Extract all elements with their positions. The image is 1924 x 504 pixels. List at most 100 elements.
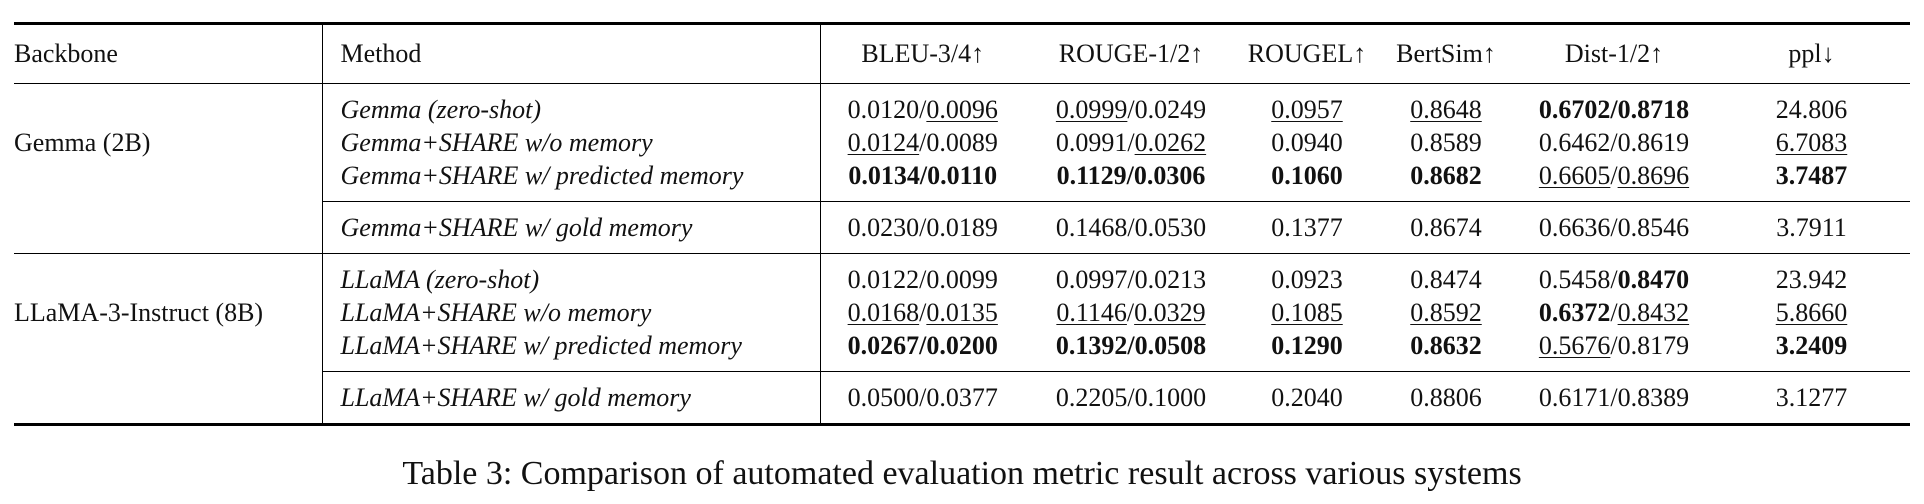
rouge12-cell-a: 0.1129: [1056, 160, 1127, 190]
header-rouge12: ROUGE-1/2↑: [1025, 22, 1237, 84]
dist-cell-b: 0.8389: [1617, 382, 1690, 412]
bleu-cell-a: 0.0124: [847, 127, 920, 157]
ppl-cell-value: 6.7083: [1775, 127, 1848, 157]
rouge12-cell-b: 0.0329: [1134, 297, 1206, 327]
dist-cell: 0.6171/0.8389: [1538, 382, 1690, 412]
ppl-cell-value: 24.806: [1775, 94, 1848, 124]
dist-cell-b: 0.8432: [1617, 297, 1690, 327]
bertsim-cell: 0.8632: [1377, 329, 1515, 362]
rouge12-cell-a: 0.1468: [1055, 212, 1128, 242]
dist-cell-b: 0.8696: [1617, 160, 1690, 190]
header-ppl: ppl↓: [1713, 22, 1910, 84]
table-row: LLaMA+SHARE w/ gold memory 0.0500/0.0377 0…: [14, 381, 1910, 414]
bleu-cell: 0.0230/0.0189: [819, 211, 1025, 244]
header-row: Backbone Method BLEU-3/4↑ ROUGE-1/2↑ ROU…: [14, 22, 1910, 84]
table-row: LLaMA+SHARE w/ predicted memory 0.0267/0.…: [14, 329, 1910, 362]
rougel-cell-value: 0.2040: [1271, 382, 1343, 412]
rouge12-cell: 0.0999/0.0249: [1055, 94, 1207, 124]
rougel-cell-value: 0.1060: [1271, 160, 1343, 190]
rougel-cell: 0.0923: [1237, 263, 1377, 296]
ppl-cell-value: 3.1277: [1775, 382, 1848, 412]
method-cell: LLaMA+SHARE w/ gold memory: [321, 381, 820, 414]
bleu-cell-b: 0.0189: [926, 212, 998, 242]
bertsim-cell-value: 0.8648: [1410, 94, 1482, 124]
bleu-cell: 0.0168/0.0135: [819, 296, 1025, 329]
ppl-cell-value: 3.7487: [1775, 160, 1848, 190]
dist-cell-a: 0.6171: [1538, 382, 1611, 412]
dist-cell: 0.6605/0.8696: [1538, 160, 1690, 190]
rouge12-cell-a: 0.1392: [1055, 330, 1128, 360]
method-cell: Gemma (zero-shot): [321, 93, 820, 126]
bleu-cell-b: 0.0200: [926, 330, 998, 360]
rougel-cell: 0.0957: [1237, 93, 1377, 126]
dist-cell-a: 0.6605: [1538, 160, 1611, 190]
header-dist: Dist-1/2↑: [1515, 22, 1713, 84]
bleu-cell: 0.0267/0.0200: [819, 329, 1025, 362]
ppl-cell: 23.942: [1713, 263, 1910, 296]
bertsim-cell: 0.8592: [1377, 296, 1515, 329]
dist-cell: 0.6372/0.8432: [1538, 297, 1690, 327]
rouge12-cell-a: 0.0997: [1055, 264, 1128, 294]
bertsim-cell: 0.8648: [1377, 93, 1515, 126]
bleu-cell: 0.0500/0.0377: [819, 381, 1025, 414]
header-bertsim: BertSim↑: [1377, 22, 1515, 84]
bertsim-cell: 0.8682: [1377, 159, 1515, 192]
rouge12-cell: 0.2205/0.1000: [1055, 382, 1207, 412]
results-table: Backbone Method BLEU-3/4↑ ROUGE-1/2↑ ROU…: [14, 22, 1910, 426]
rouge12-cell-a: 0.1146: [1056, 297, 1127, 327]
ppl-cell-value: 23.942: [1775, 264, 1848, 294]
bertsim-cell: 0.8806: [1377, 381, 1515, 414]
bertsim-cell-value: 0.8592: [1410, 297, 1482, 327]
rouge12-cell: 0.0991/0.0262: [1055, 127, 1207, 157]
backbone-cell: LLaMA-3-Instruct (8B): [14, 253, 322, 372]
ppl-cell-value: 3.7911: [1776, 212, 1847, 242]
rougel-cell-value: 0.0957: [1271, 94, 1343, 124]
bleu-cell-b: 0.0099: [926, 264, 998, 294]
bleu-cell-b: 0.0096: [926, 94, 998, 124]
dist-cell-b: 0.8179: [1617, 330, 1690, 360]
bleu-cell-a: 0.0267: [847, 330, 920, 360]
ppl-cell-value: 5.8660: [1775, 297, 1848, 327]
dist-cell: 0.5676/0.8179: [1538, 330, 1690, 360]
rougel-cell-value: 0.1377: [1271, 212, 1343, 242]
bleu-cell-b: 0.0110: [927, 160, 998, 190]
table-row: Gemma+SHARE w/ predicted memory 0.0134/0.…: [14, 159, 1910, 192]
rouge12-cell-b: 0.0530: [1134, 212, 1207, 242]
rouge12-cell-a: 0.0999: [1055, 94, 1128, 124]
bertsim-cell-value: 0.8589: [1410, 127, 1482, 157]
table-row: LLaMA (zero-shot) 0.0122/0.0099 0.0997/0.0…: [14, 263, 1910, 296]
method-cell: LLaMA+SHARE w/o memory: [321, 296, 820, 329]
bleu-cell-b: 0.0089: [926, 127, 998, 157]
bleu-cell-a: 0.0134: [848, 160, 920, 190]
ppl-cell-value: 3.2409: [1775, 330, 1848, 360]
header-method: Method: [321, 22, 820, 84]
backbone-cell: [14, 211, 322, 244]
header-backbone: Backbone: [14, 22, 322, 84]
rouge12-cell-b: 0.0262: [1134, 127, 1207, 157]
ppl-cell: 24.806: [1713, 93, 1910, 126]
table-caption: Table 3: Comparison of automated evaluat…: [402, 455, 1522, 492]
bertsim-cell: 0.8589: [1377, 126, 1515, 159]
rougel-cell-value: 0.1290: [1271, 330, 1343, 360]
ppl-cell: 6.7083: [1713, 126, 1910, 159]
bleu-cell-a: 0.0120: [847, 94, 920, 124]
rougel-cell: 0.1377: [1237, 211, 1377, 244]
ppl-cell: 3.2409: [1713, 329, 1910, 362]
rouge12-cell: 0.1146/0.0329: [1056, 297, 1206, 327]
bertsim-cell: 0.8674: [1377, 211, 1515, 244]
dist-cell: 0.6702/0.8718: [1538, 94, 1690, 124]
rougel-cell: 0.1290: [1237, 329, 1377, 362]
table-row: LLaMA+SHARE w/o memory 0.0168/0.0135 0.114…: [14, 296, 1910, 329]
dist-cell-b: 0.8619: [1617, 127, 1690, 157]
header-bleu: BLEU-3/4↑: [819, 22, 1025, 84]
rouge12-cell-b: 0.1000: [1134, 382, 1207, 412]
bertsim-cell-value: 0.8682: [1410, 160, 1482, 190]
bleu-cell-a: 0.0168: [847, 297, 920, 327]
ppl-cell: 3.7911: [1713, 211, 1910, 244]
dist-cell-b: 0.8470: [1617, 264, 1690, 294]
rougel-cell: 0.0940: [1237, 126, 1377, 159]
bleu-cell-a: 0.0230: [847, 212, 920, 242]
rouge12-cell-b: 0.0249: [1134, 94, 1207, 124]
rouge12-cell-b: 0.0508: [1134, 330, 1207, 360]
bertsim-cell-value: 0.8474: [1410, 264, 1482, 294]
